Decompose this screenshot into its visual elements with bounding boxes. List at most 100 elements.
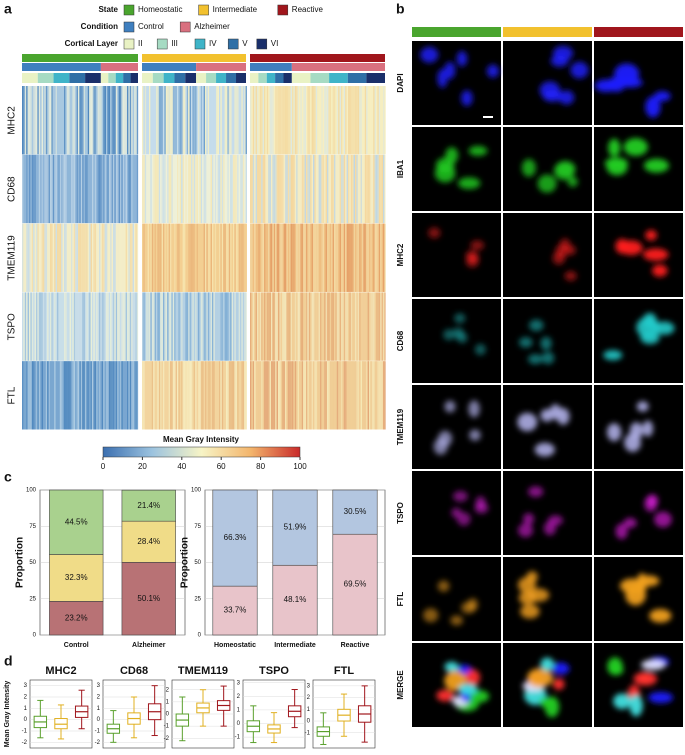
heatmap-stripe bbox=[338, 361, 340, 430]
heatmap-stripe bbox=[40, 292, 42, 361]
heatmap-stripe bbox=[226, 223, 228, 292]
colorbar-tick-label: 40 bbox=[177, 462, 186, 471]
heatmap-stripe bbox=[75, 292, 77, 361]
heatmap-stripe bbox=[371, 86, 374, 155]
y-tick-label: -2 bbox=[164, 736, 170, 742]
heatmap-stripe bbox=[94, 292, 97, 361]
heatmap-stripe bbox=[221, 154, 224, 224]
heatmap-stripe bbox=[360, 154, 362, 224]
heatmap-stripe bbox=[184, 361, 186, 430]
heatmap-stripe bbox=[292, 154, 294, 224]
heatmap-stripe bbox=[113, 154, 115, 224]
signal-blob bbox=[518, 337, 533, 348]
heatmap-stripe bbox=[255, 154, 257, 224]
heatmap-stripe bbox=[79, 361, 81, 430]
state-bar bbox=[142, 54, 246, 62]
heatmap-stripe bbox=[231, 86, 233, 155]
heatmap-stripe bbox=[199, 154, 201, 224]
heatmap-stripe bbox=[202, 154, 204, 224]
heatmap-stripe bbox=[321, 361, 323, 430]
heatmap-stripe bbox=[128, 361, 130, 430]
heatmap-stripe bbox=[383, 86, 385, 155]
signal-blob bbox=[636, 317, 660, 338]
y-tick-label: -2 bbox=[22, 740, 28, 746]
heatmap-stripe bbox=[86, 154, 88, 224]
signal-blob bbox=[567, 176, 578, 187]
heatmap-stripe bbox=[254, 223, 256, 292]
signal-blob bbox=[653, 91, 671, 102]
heatmap-stripe bbox=[127, 154, 129, 224]
heatmap-stripe bbox=[273, 361, 276, 430]
heatmap-stripe bbox=[383, 154, 385, 224]
image bbox=[503, 127, 592, 211]
signal-blob bbox=[433, 438, 448, 455]
layer-bar bbox=[347, 73, 367, 83]
heatmap-stripe bbox=[150, 86, 152, 155]
heatmap-stripe bbox=[44, 361, 46, 430]
heatmap-stripe bbox=[311, 292, 313, 361]
heatmap-stripe bbox=[23, 86, 25, 155]
heatmap-stripe bbox=[122, 292, 125, 361]
heatmap-stripe bbox=[341, 361, 343, 430]
heatmap-stripe bbox=[345, 361, 347, 430]
heatmap-stripe bbox=[320, 86, 322, 155]
heatmap-stripe bbox=[370, 361, 372, 430]
heatmap-stripe bbox=[135, 86, 137, 155]
heatmap-stripe bbox=[186, 223, 189, 292]
heatmap-stripe bbox=[313, 86, 315, 155]
heatmap-stripe bbox=[136, 86, 139, 155]
heatmap-stripe bbox=[78, 292, 80, 361]
signal-blob bbox=[633, 672, 658, 686]
heatmap-stripe bbox=[362, 223, 364, 292]
signal-blob bbox=[435, 157, 455, 173]
heatmap-stripe bbox=[252, 361, 255, 430]
heatmap-stripe bbox=[273, 223, 276, 292]
heatmap-stripe bbox=[224, 86, 226, 155]
heatmap-stripe bbox=[293, 361, 295, 430]
heatmap-stripe bbox=[118, 292, 120, 361]
heatmap-stripe bbox=[189, 154, 191, 224]
heatmap-stripe bbox=[348, 86, 350, 155]
heatmap-stripe bbox=[30, 86, 32, 155]
heatmap-stripe bbox=[189, 361, 191, 430]
heatmap-stripe bbox=[262, 86, 264, 155]
heatmap-stripe bbox=[146, 86, 148, 155]
bar-segment bbox=[121, 520, 176, 563]
heatmap-stripe bbox=[186, 292, 189, 361]
heatmap-stripe bbox=[278, 86, 280, 155]
heatmap-stripe bbox=[283, 154, 285, 224]
heatmap-stripe bbox=[360, 86, 362, 155]
heatmap-stripe bbox=[245, 86, 247, 155]
heatmap-stripe bbox=[262, 154, 264, 224]
heatmap-stripe bbox=[45, 223, 48, 292]
heatmap-stripe bbox=[68, 86, 70, 155]
heatmap-stripe bbox=[149, 86, 151, 155]
heatmap-stripe bbox=[65, 361, 67, 430]
signal-blob bbox=[629, 694, 643, 717]
heatmap-stripe bbox=[177, 86, 179, 155]
heatmap-stripe bbox=[349, 361, 351, 430]
heatmap-stripe bbox=[381, 223, 383, 292]
value-label: 44.5% bbox=[65, 517, 88, 526]
heatmap-stripe bbox=[54, 86, 56, 155]
image bbox=[412, 385, 501, 469]
heatmap-stripe bbox=[331, 86, 333, 155]
heatmap-stripe bbox=[146, 292, 148, 361]
heatmap-stripe bbox=[356, 292, 358, 361]
image-signal bbox=[436, 661, 490, 712]
channel-label: DAPI bbox=[396, 73, 405, 92]
legend-label: Alzheimer bbox=[194, 22, 230, 31]
heatmap-stripe bbox=[79, 292, 81, 361]
heatmap-stripe bbox=[82, 154, 84, 224]
x-tick-label: Alzheimer bbox=[132, 642, 166, 649]
heatmap-stripe bbox=[217, 154, 219, 224]
heatmap-stripe bbox=[357, 154, 360, 224]
heatmap-stripe bbox=[325, 223, 327, 292]
y-tick-label: -2 bbox=[95, 740, 101, 746]
heatmap-stripe bbox=[158, 154, 161, 224]
heatmap-stripe bbox=[257, 292, 259, 361]
heatmap-stripe bbox=[122, 223, 125, 292]
value-label: 50.1% bbox=[137, 594, 160, 603]
signal-blob bbox=[451, 507, 462, 518]
signal-blob bbox=[652, 264, 668, 277]
